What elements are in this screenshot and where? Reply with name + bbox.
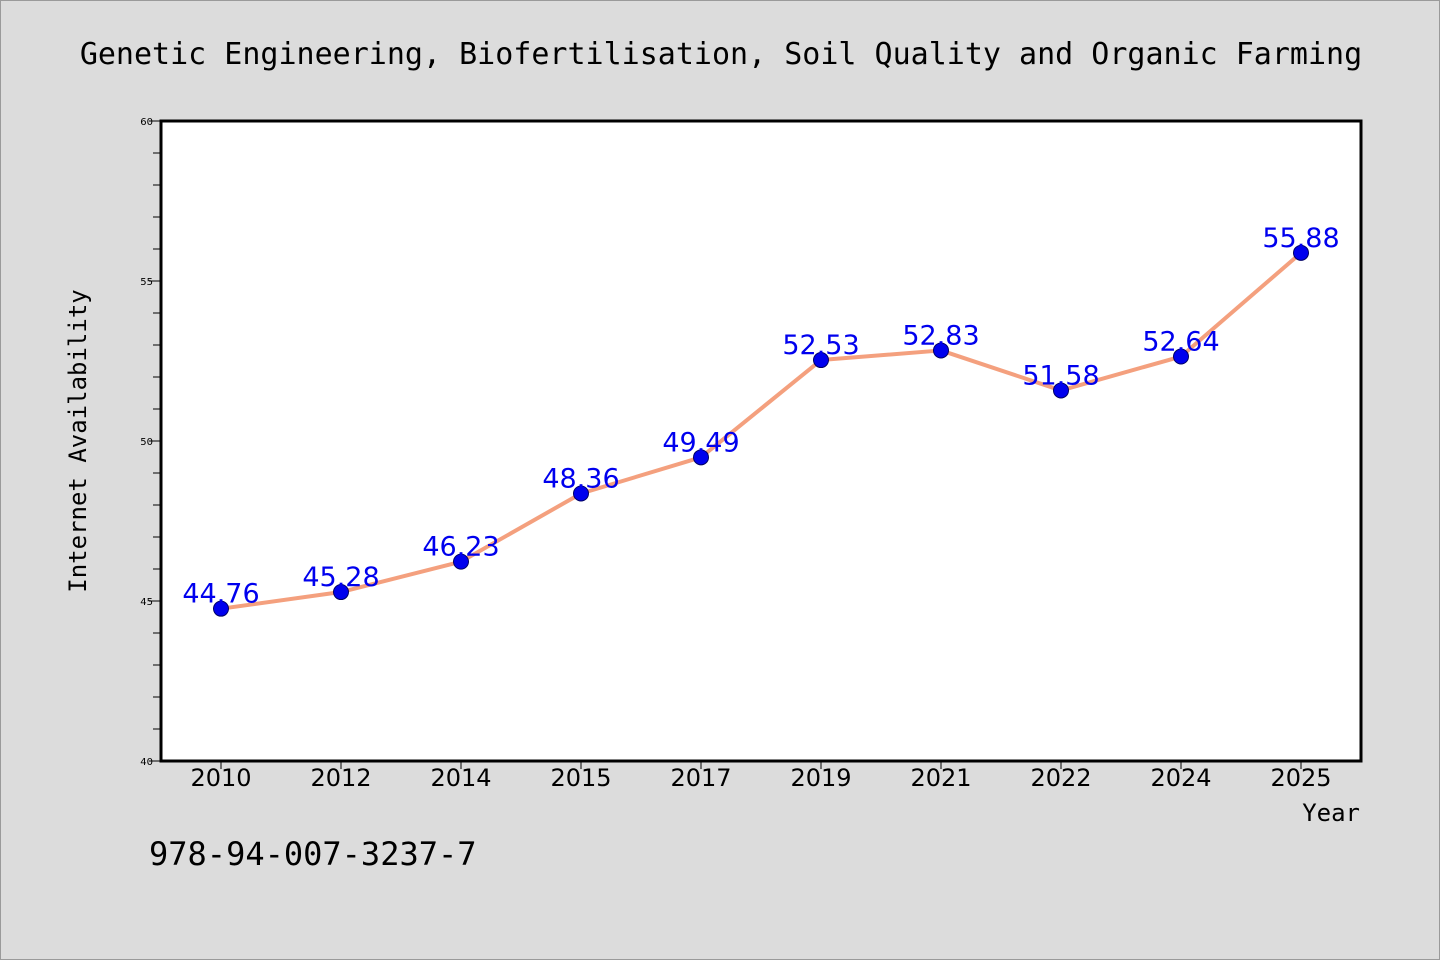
data-label: 49.49 (662, 427, 739, 458)
x-tick-label: 2014 (430, 764, 491, 792)
data-point (573, 485, 589, 502)
data-point (453, 553, 469, 570)
x-tick-label: 2017 (670, 764, 731, 792)
plot-frame (159, 119, 1363, 763)
data-point (693, 449, 709, 466)
y-tick-label: 50 (140, 437, 153, 448)
data-point (1173, 348, 1189, 365)
x-tick-label: 2021 (910, 764, 971, 792)
data-point (1293, 244, 1309, 261)
data-label: 44.76 (182, 579, 259, 610)
x-tick-label: 2012 (310, 764, 371, 792)
y-axis-label: Internet Availability (64, 289, 92, 592)
y-tick-label: 45 (140, 597, 153, 608)
data-label: 51.58 (1022, 360, 1099, 391)
x-axis-ticks: 2010 2012 2014 2015 2017 2019 2021 2022 2024 2025 (190, 761, 1332, 792)
x-tick-label: 2025 (1270, 764, 1331, 792)
data-label: 52.53 (782, 330, 859, 361)
data-label: 48.36 (542, 463, 619, 494)
x-axis-label: Year (1302, 799, 1360, 827)
plot-area (161, 121, 1361, 761)
data-point (813, 352, 829, 369)
data-point (1053, 382, 1069, 399)
x-tick-label: 2015 (550, 764, 611, 792)
x-tick-label: 2024 (1150, 764, 1211, 792)
data-label: 45.28 (302, 562, 379, 593)
x-tick-label: 2019 (790, 764, 851, 792)
data-label: 52.64 (1142, 327, 1219, 358)
series-line (219, 250, 1303, 611)
data-label: 52.83 (902, 320, 979, 351)
y-tick-label: 55 (140, 277, 153, 288)
series-line-group: 44.76 45.28 46.23 48.36 49.49 52.53 52.83 51.58… (182, 223, 1340, 617)
y-tick-label: 40 (140, 757, 153, 768)
data-point (213, 600, 229, 617)
chart-title: Genetic Engineering, Biofertilisation, S… (80, 37, 1362, 72)
y-tick-label: 60 (140, 117, 153, 128)
footnote-isbn: 978-94-007-3237-7 (149, 835, 477, 873)
data-point (933, 342, 949, 359)
data-label: 55.88 (1262, 223, 1339, 254)
data-point (333, 584, 349, 601)
data-label: 46.23 (422, 532, 499, 563)
y-axis-ticks: 40 45 50 55 60 (140, 117, 161, 768)
x-tick-label: 2010 (190, 764, 251, 792)
x-tick-label: 2022 (1030, 764, 1091, 792)
